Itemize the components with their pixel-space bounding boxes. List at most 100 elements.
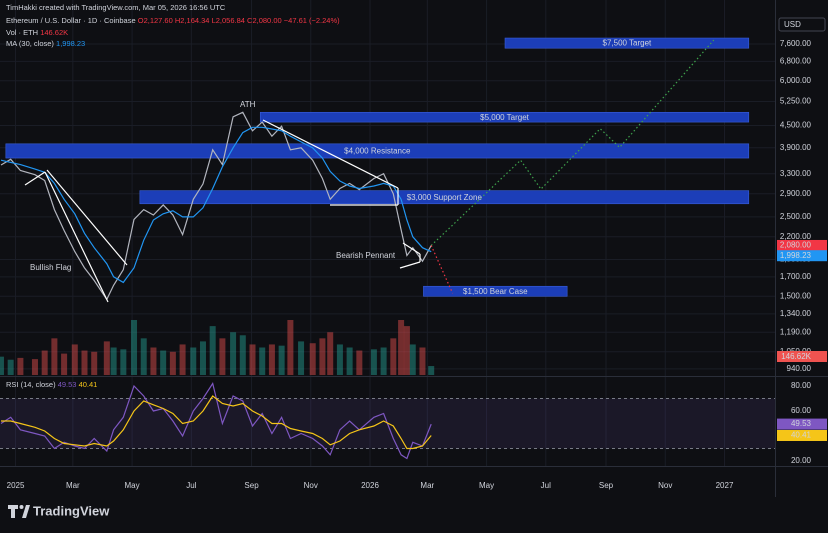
volume-bar: [370, 349, 377, 375]
annotation: Bearish Pennant: [336, 251, 396, 260]
currency-box[interactable]: [778, 17, 826, 32]
volume-bar: [346, 347, 353, 375]
volume-bar: [428, 366, 435, 375]
symbol-line: Ethereum / U.S. Dollar · 1D · Coinbase O…: [6, 16, 340, 25]
volume-bar: [239, 335, 246, 375]
trendlines: [24, 119, 421, 303]
last-value-label: 40.41: [791, 431, 812, 440]
volume-bar: [259, 347, 266, 375]
last-value-label: 1,998.23: [780, 251, 812, 260]
volume-last-box: [777, 351, 827, 362]
zone: [504, 37, 750, 49]
x-tick-label: Jul: [186, 481, 196, 490]
volume-bar: [7, 359, 14, 375]
last-value-label: 2,080.00: [780, 241, 812, 250]
volume-bar: [409, 344, 416, 375]
volume-bar: [309, 343, 316, 375]
y-tick-label: 7,600.00: [780, 39, 812, 48]
footer: [0, 497, 828, 528]
last-value-box: [777, 429, 827, 441]
volume-bar: [103, 341, 110, 375]
volume-bar: [230, 332, 237, 375]
volume-bar: [31, 359, 38, 375]
zone-label: $1,500 Bear Case: [463, 287, 528, 296]
x-tick-label: Sep: [599, 481, 614, 490]
zone: [5, 143, 750, 159]
x-tick-label: May: [479, 481, 494, 490]
last-value-label: 49.53: [791, 419, 812, 428]
y-tick-label: 60.00: [791, 406, 812, 415]
volume-bar: [419, 347, 426, 375]
volume-bar: [61, 353, 68, 375]
volume-bar: [278, 345, 285, 375]
y-tick-label: 3,900.00: [780, 143, 812, 152]
annotation: ATH: [240, 100, 256, 109]
x-tick-label: 2027: [716, 481, 734, 490]
volume-bar: [71, 344, 78, 375]
volume-bar: [120, 349, 127, 375]
ma-line: [1, 395, 432, 450]
y-tick-label: 5,250.00: [780, 97, 812, 106]
volume-value: 146.62K: [40, 28, 68, 37]
y-tick-label: 1,190.00: [780, 327, 812, 336]
rsi-name: RSI (14, close): [6, 380, 56, 389]
x-tick-label: Mar: [420, 481, 434, 490]
price-line: [0, 382, 432, 460]
last-value-box: [777, 250, 827, 262]
volume-bar: [327, 332, 334, 375]
rsi-value: 49.53: [58, 380, 77, 389]
projection: [430, 39, 715, 246]
volume-bar: [51, 338, 58, 375]
rsi-ma-value: 40.41: [79, 380, 98, 389]
projection: [430, 245, 454, 294]
volume-bar: [268, 344, 275, 375]
volume-bar: [131, 320, 138, 375]
volume-bar: [81, 350, 88, 375]
volume-bar: [336, 344, 343, 375]
x-tick-label: Jul: [541, 481, 551, 490]
volume-bar: [160, 350, 167, 375]
volume-bar: [169, 351, 176, 375]
volume-bar: [41, 350, 48, 375]
volume-bar: [219, 338, 226, 375]
ma-value: 1,998.23: [56, 39, 85, 48]
rsi-legend: RSI (14, close) 49.53 40.41: [6, 380, 97, 389]
y-tick-label: 6,800.00: [780, 56, 812, 65]
annotation: Bullish Flag: [30, 263, 71, 272]
y-tick-label: 1,340.00: [780, 309, 812, 318]
x-tick-label: Mar: [66, 481, 80, 490]
y-tick-label: 3,300.00: [780, 169, 812, 178]
volume-bar: [91, 351, 98, 375]
symbol: Ethereum / U.S. Dollar · 1D · Coinbase: [6, 16, 136, 25]
volume-bar: [390, 338, 397, 375]
change: −47.61 (−2.24%): [284, 16, 340, 25]
ma-legend: MA (30, close) 1,998.23: [6, 39, 85, 48]
last-value-box: [777, 239, 827, 251]
zone-label: $4,000 Resistance: [344, 147, 411, 156]
ohlc: L2,056.84: [212, 16, 245, 25]
brand: TradingView: [33, 503, 110, 518]
volume-bar: [209, 326, 216, 375]
volume-bar: [319, 338, 326, 375]
volume-bar: [190, 347, 197, 375]
y-tick-label: 2,200.00: [780, 232, 812, 241]
y-tick-label: 6,000.00: [780, 76, 812, 85]
zone-label: $7,500 Target: [603, 39, 653, 48]
x-tick-label: Nov: [304, 481, 318, 490]
x-tick-label: May: [125, 481, 140, 490]
ma-name: MA (30, close): [6, 39, 54, 48]
volume-bar: [380, 347, 387, 375]
currency: USD: [784, 20, 801, 29]
y-tick-label: 2,500.00: [780, 212, 812, 221]
x-tick-label: 2025: [7, 481, 25, 490]
y-tick-label: 940.00: [787, 364, 812, 373]
volume-last-label: 146.62K: [781, 352, 811, 361]
volume-bar: [150, 347, 157, 375]
y-tick-label: 80.00: [791, 381, 812, 390]
last-value-box: [777, 418, 827, 430]
volume-bar: [110, 347, 117, 375]
ohlc: C2,080.00: [247, 16, 282, 25]
volume-bar: [17, 357, 24, 375]
x-tick-label: Sep: [244, 481, 259, 490]
